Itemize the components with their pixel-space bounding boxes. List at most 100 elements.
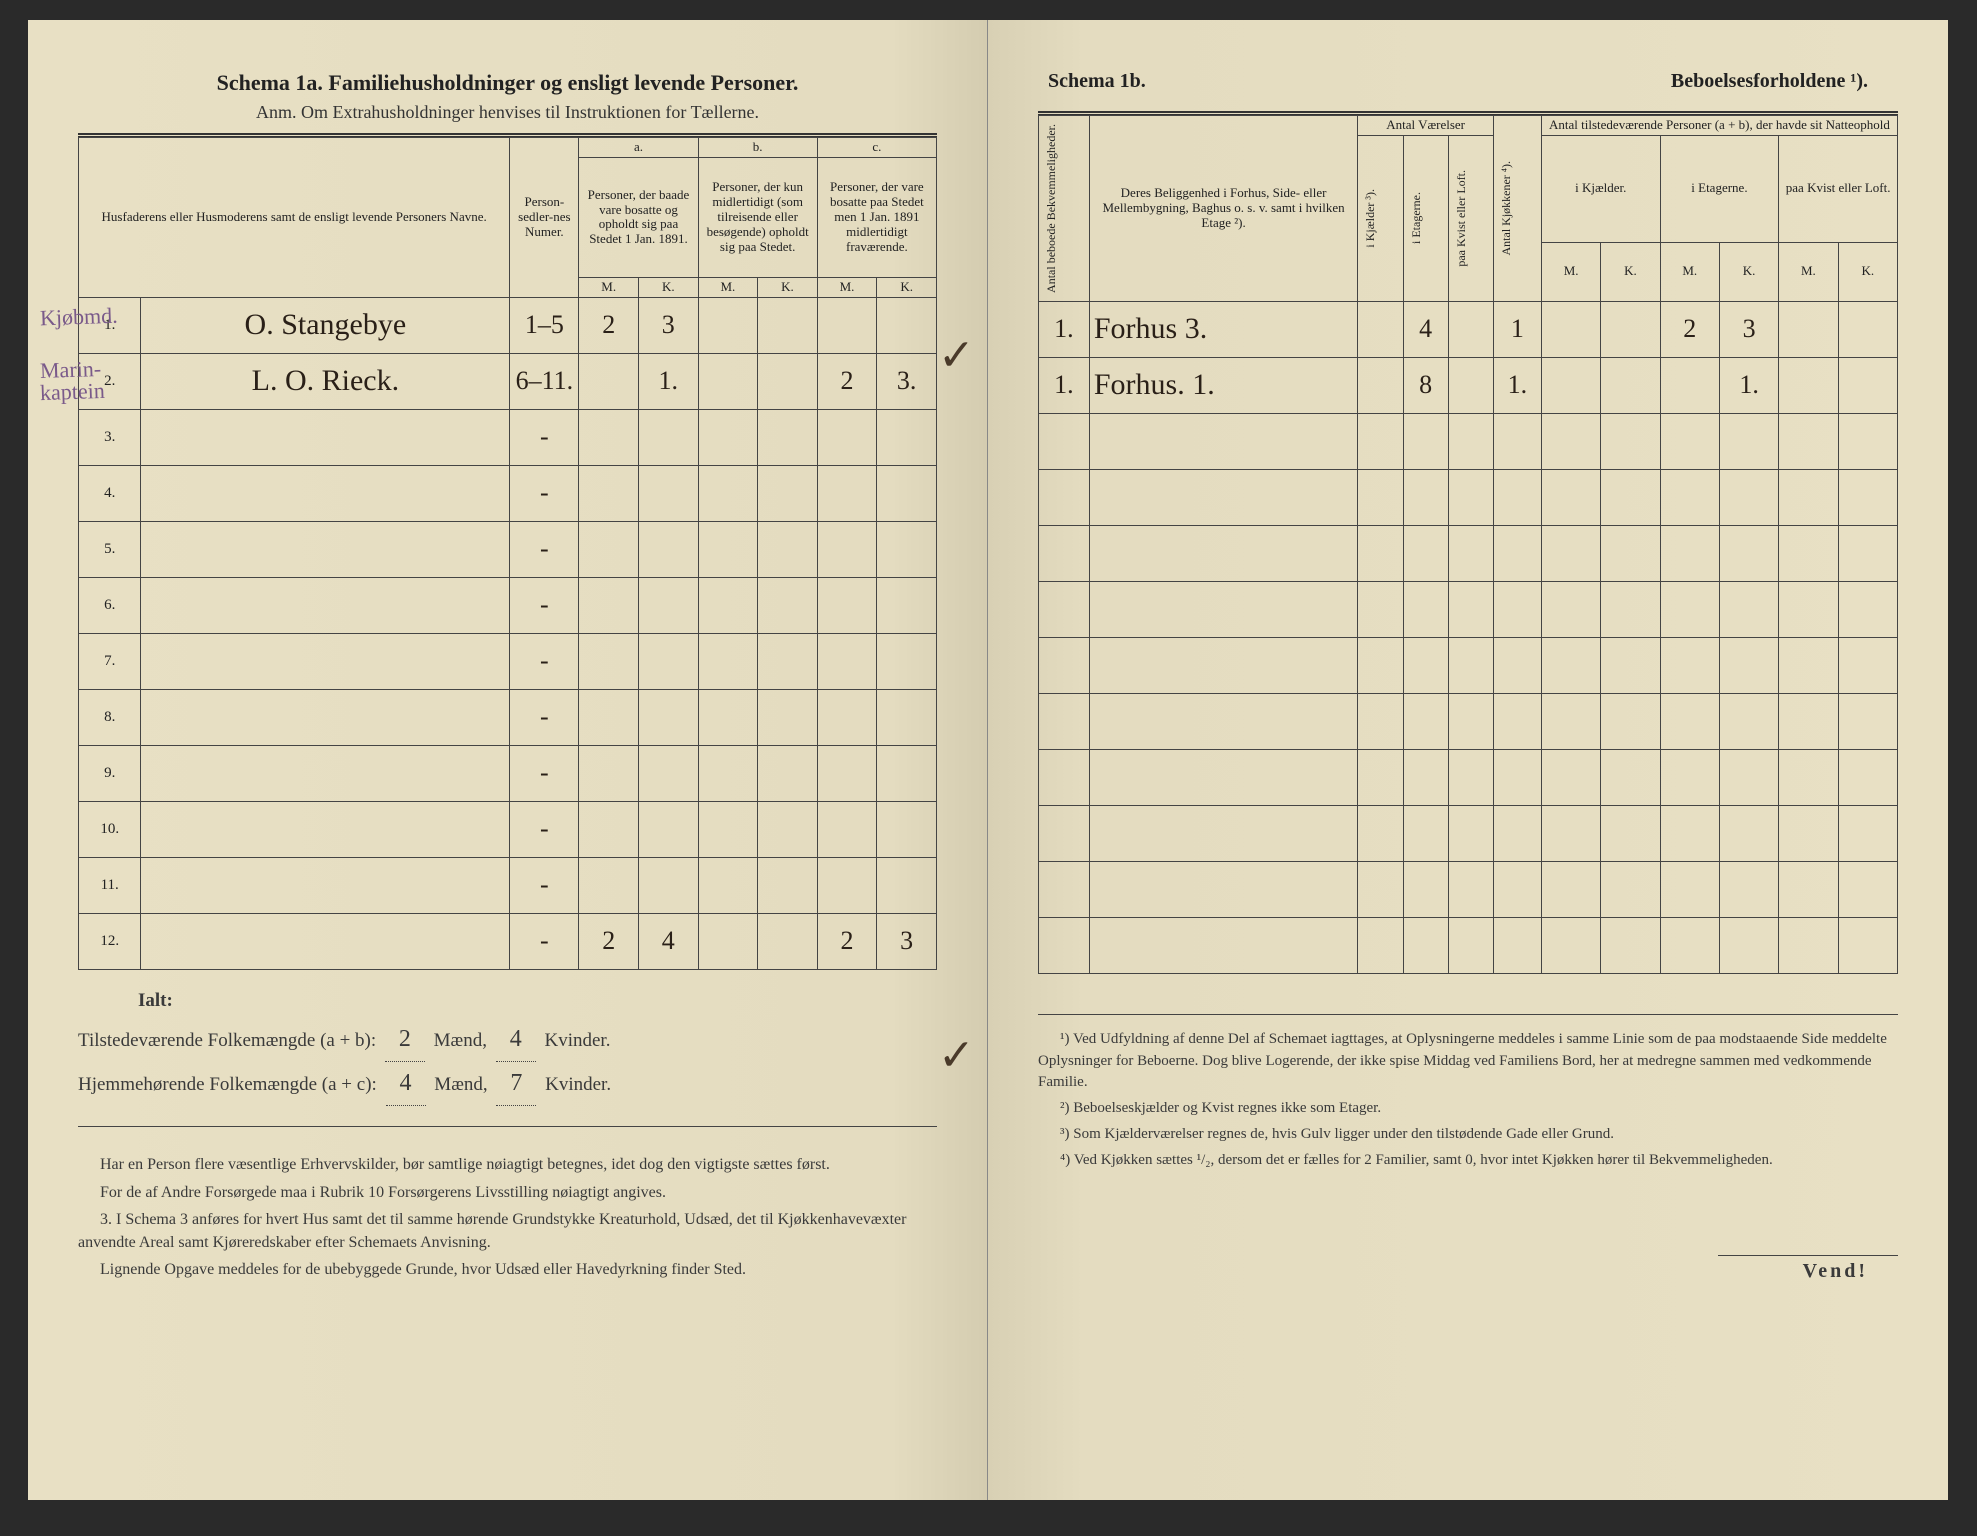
table-row: 3.- bbox=[79, 409, 937, 465]
cell-nkj-k bbox=[1601, 805, 1660, 861]
footnote-1: ¹) Ved Udfyldning af denne Del af Schema… bbox=[1038, 1029, 1898, 1094]
cell-vaer-kv bbox=[1448, 413, 1493, 469]
cell-a-k bbox=[639, 577, 699, 633]
cell-net-m bbox=[1660, 357, 1719, 413]
cell-vaer-kv bbox=[1448, 357, 1493, 413]
cell-bekv bbox=[1039, 805, 1090, 861]
maend-label-1: Mænd, bbox=[434, 1030, 487, 1051]
cell-net-m bbox=[1660, 861, 1719, 917]
instr-1: Har en Person flere væsentlige Erhvervsk… bbox=[78, 1153, 937, 1176]
cell-kjokken bbox=[1493, 469, 1541, 525]
footnote-4: ⁴) Ved Kjøkken sættes ¹/₂, dersom det er… bbox=[1038, 1150, 1898, 1172]
cell-bekv: 1. bbox=[1039, 301, 1090, 357]
ialt-block: Ialt: Tilstedeværende Folkemængde (a + b… bbox=[78, 984, 937, 1107]
table-row: 7.- bbox=[79, 633, 937, 689]
cell-a-k bbox=[639, 521, 699, 577]
cell-nkv-m bbox=[1779, 469, 1838, 525]
cell-c-m bbox=[817, 521, 877, 577]
cell-a-m bbox=[579, 577, 639, 633]
col-natte-et: i Etagerne. bbox=[1660, 135, 1779, 242]
row-number: 3. bbox=[79, 409, 141, 465]
cell-kjokken: 1. bbox=[1493, 357, 1541, 413]
cell-b-m bbox=[698, 465, 758, 521]
table-row: 1.Forhus. 1.81.1. bbox=[1039, 357, 1898, 413]
cell-net-k bbox=[1719, 637, 1778, 693]
cell-name bbox=[141, 689, 510, 745]
table-row: 8.- bbox=[79, 689, 937, 745]
cell-nkv-k bbox=[1838, 525, 1897, 581]
cell-c-k: 3. bbox=[877, 353, 937, 409]
cell-net-m bbox=[1660, 693, 1719, 749]
cell-vaer-kj bbox=[1358, 637, 1403, 693]
cell-nkv-m bbox=[1779, 301, 1838, 357]
cell-nkj-m bbox=[1541, 413, 1600, 469]
cell-net-k bbox=[1719, 413, 1778, 469]
table-row bbox=[1039, 749, 1898, 805]
cell-vaer-kv bbox=[1448, 469, 1493, 525]
cell-b-k bbox=[758, 689, 818, 745]
col-natte-kj: i Kjælder. bbox=[1541, 135, 1660, 242]
cell-name bbox=[141, 577, 510, 633]
cell-net-m bbox=[1660, 581, 1719, 637]
kvinder-label-1: Kvinder. bbox=[544, 1030, 610, 1051]
row-number: 6. bbox=[79, 577, 141, 633]
cell-name bbox=[141, 521, 510, 577]
row-number: 10. bbox=[79, 801, 141, 857]
cell-b-m bbox=[698, 297, 758, 353]
table-row bbox=[1039, 861, 1898, 917]
cell-b-m bbox=[698, 801, 758, 857]
table-1a: Husfaderens eller Husmoderens samt de en… bbox=[78, 137, 937, 970]
cell-c-k bbox=[877, 409, 937, 465]
cell-name bbox=[141, 409, 510, 465]
table-row bbox=[1039, 693, 1898, 749]
col-c-text: Personer, der vare bosatte paa Stedet me… bbox=[817, 157, 936, 277]
cell-kjokken bbox=[1493, 861, 1541, 917]
cell-vaer-kj bbox=[1358, 861, 1403, 917]
cell-bekv bbox=[1039, 525, 1090, 581]
cell-b-m bbox=[698, 857, 758, 913]
cell-numer: - bbox=[510, 521, 579, 577]
cell-a-m bbox=[579, 353, 639, 409]
table-1a-body: 1.O. Stangebye1–5232.L. O. Rieck.6–11.1.… bbox=[79, 297, 937, 969]
cell-vaer-kj bbox=[1358, 469, 1403, 525]
col-numer: Person-sedler-nes Numer. bbox=[510, 138, 579, 298]
cell-nkv-m bbox=[1779, 581, 1838, 637]
cell-c-m bbox=[817, 857, 877, 913]
cell-a-k bbox=[639, 409, 699, 465]
row-number: 11. bbox=[79, 857, 141, 913]
page-spread: Kjøbmd. Marin- kaptein ✓ ✓ Schema 1a. Fa… bbox=[28, 20, 1948, 1500]
col-vaer-et: i Etagerne. bbox=[1408, 186, 1426, 250]
cell-kjokken bbox=[1493, 749, 1541, 805]
cell-b-m bbox=[698, 913, 758, 969]
cell-vaer-et: 4 bbox=[1403, 301, 1448, 357]
table-row: 4.- bbox=[79, 465, 937, 521]
cell-c-m bbox=[817, 745, 877, 801]
table-row bbox=[1039, 525, 1898, 581]
cell-c-m bbox=[817, 689, 877, 745]
cell-b-m bbox=[698, 521, 758, 577]
schema-1b-title-b: Beboelsesforholdene ¹). bbox=[1671, 70, 1868, 93]
schema-1a-subtitle: Anm. Om Extrahusholdninger henvises til … bbox=[78, 102, 937, 123]
cell-b-k bbox=[758, 409, 818, 465]
cell-vaer-kj bbox=[1358, 301, 1403, 357]
col-c-k: K. bbox=[877, 277, 937, 297]
row-number: 5. bbox=[79, 521, 141, 577]
cell-net-m bbox=[1660, 749, 1719, 805]
col-kjokken: Antal Kjøkkener ⁴). bbox=[1498, 155, 1516, 262]
cell-a-k: 1. bbox=[639, 353, 699, 409]
cell-bekv bbox=[1039, 749, 1090, 805]
cell-belig bbox=[1089, 861, 1357, 917]
cell-belig bbox=[1089, 413, 1357, 469]
cell-vaer-et bbox=[1403, 413, 1448, 469]
table-row: 6.- bbox=[79, 577, 937, 633]
col-name: Husfaderens eller Husmoderens samt de en… bbox=[79, 138, 510, 298]
cell-vaer-kj bbox=[1358, 413, 1403, 469]
tilstede-m: 2 bbox=[385, 1018, 425, 1062]
cell-vaer-kj bbox=[1358, 525, 1403, 581]
cell-numer: - bbox=[510, 801, 579, 857]
table-row bbox=[1039, 469, 1898, 525]
margin-note-1: Kjøbmd. bbox=[40, 304, 118, 331]
nkj-m: M. bbox=[1541, 242, 1600, 301]
hjemme-m: 4 bbox=[386, 1062, 426, 1106]
cell-name bbox=[141, 913, 510, 969]
